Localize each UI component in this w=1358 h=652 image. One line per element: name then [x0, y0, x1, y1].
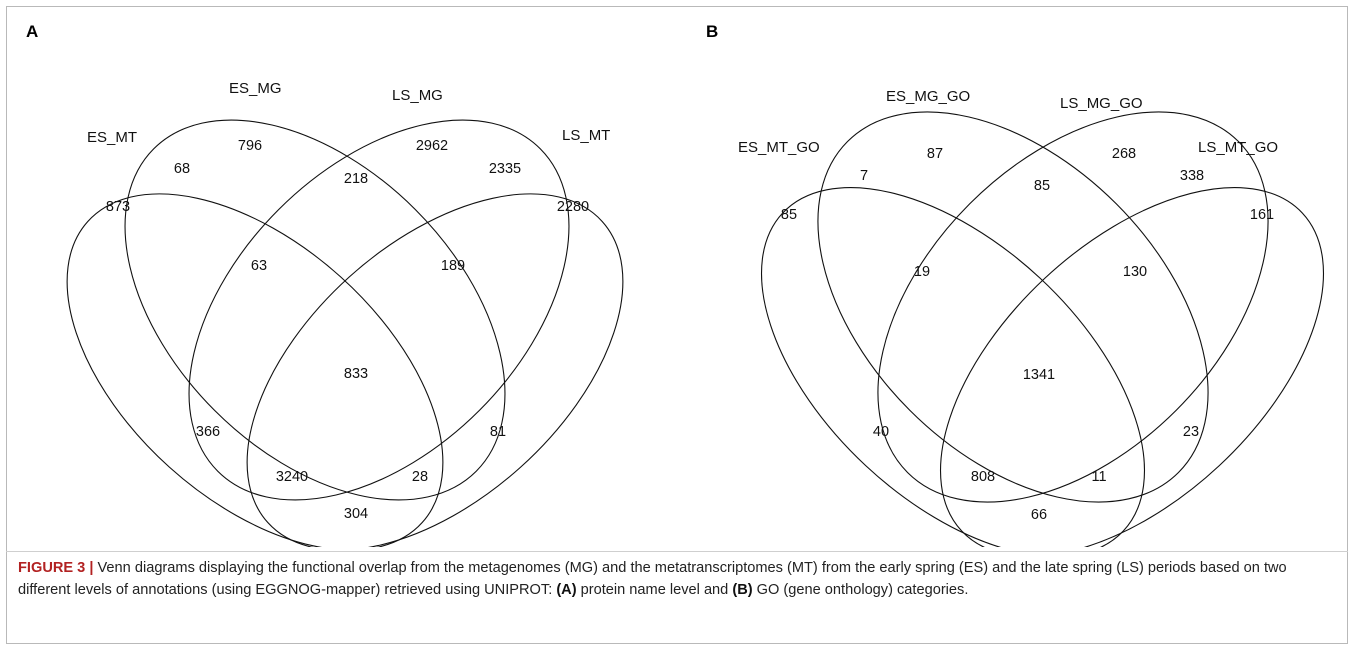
region-count: 2335 [489, 161, 521, 177]
venn-panel-a: A ES_MT ES_MG LS_MG LS_MT 873 796 2962 2… [7, 7, 678, 547]
region-count: 366 [196, 424, 220, 440]
venn-ellipse-set-2 [124, 119, 506, 501]
set-label: ES_MT [87, 129, 137, 146]
set-label: LS_MG [392, 87, 443, 104]
panel-letter: A [26, 22, 38, 41]
venn-ellipse-set-4 [939, 187, 1325, 547]
region-count: 19 [914, 264, 930, 280]
venn-ellipse-set-3 [188, 119, 570, 501]
figure-label: FIGURE 3 | [18, 560, 94, 576]
set-label: LS_MT_GO [1198, 139, 1278, 156]
venn-ellipse-set-4 [246, 193, 624, 547]
set-label: ES_MG_GO [886, 88, 970, 105]
region-count: 2962 [416, 138, 448, 154]
region-count: 218 [344, 171, 368, 187]
region-count: 85 [1034, 178, 1050, 194]
region-count: 81 [490, 424, 506, 440]
caption-text: GO (gene onthology) categories. [752, 582, 969, 598]
region-count: 28 [412, 469, 428, 485]
region-count: 40 [873, 424, 889, 440]
region-count: 2280 [557, 199, 589, 215]
venn-diagram-a: A ES_MT ES_MG LS_MG LS_MT 873 796 2962 2… [26, 22, 624, 547]
venn-ellipse-set-1 [760, 187, 1146, 547]
set-label: ES_MT_GO [738, 139, 820, 156]
region-count: 23 [1183, 424, 1199, 440]
region-count: 833 [344, 366, 368, 382]
venn-panel-b: B ES_MT_GO ES_MG_GO LS_MG_GO LS_MT_GO 85… [678, 7, 1349, 547]
venn-ellipse-set-3 [877, 111, 1269, 503]
region-count: 85 [781, 207, 797, 223]
region-count: 1341 [1023, 367, 1055, 383]
figure-caption: FIGURE 3 | Venn diagrams displaying the … [18, 557, 1338, 601]
region-count: 304 [344, 506, 368, 522]
region-count: 808 [971, 469, 995, 485]
region-count: 11 [1091, 469, 1106, 485]
region-count: 63 [251, 258, 267, 274]
region-count: 189 [441, 258, 465, 274]
set-label: LS_MG_GO [1060, 95, 1143, 112]
figure-frame: A ES_MT ES_MG LS_MG LS_MT 873 796 2962 2… [6, 6, 1348, 644]
caption-marker-a: (A) [556, 582, 577, 598]
venn-diagram-b: B ES_MT_GO ES_MG_GO LS_MG_GO LS_MT_GO 85… [706, 22, 1325, 547]
set-label: ES_MG [229, 80, 282, 97]
caption-marker-b: (B) [732, 582, 753, 598]
region-count: 66 [1031, 507, 1047, 523]
caption-divider [6, 551, 1348, 552]
caption-text: Venn diagrams displaying the functional … [18, 560, 1287, 598]
region-count: 7 [860, 168, 868, 184]
region-count: 796 [238, 138, 262, 154]
region-count: 87 [927, 146, 943, 162]
venn-ellipse-set-1 [66, 193, 444, 547]
region-count: 161 [1250, 207, 1274, 223]
set-label: LS_MT [562, 127, 610, 144]
region-count: 3240 [276, 469, 308, 485]
region-count: 268 [1112, 146, 1136, 162]
region-count: 68 [174, 161, 190, 177]
caption-text: protein name level and [576, 582, 733, 598]
region-count: 130 [1123, 264, 1147, 280]
region-count: 338 [1180, 168, 1204, 184]
panel-letter: B [706, 22, 718, 41]
venn-ellipse-set-2 [817, 111, 1209, 503]
region-count: 873 [106, 199, 130, 215]
